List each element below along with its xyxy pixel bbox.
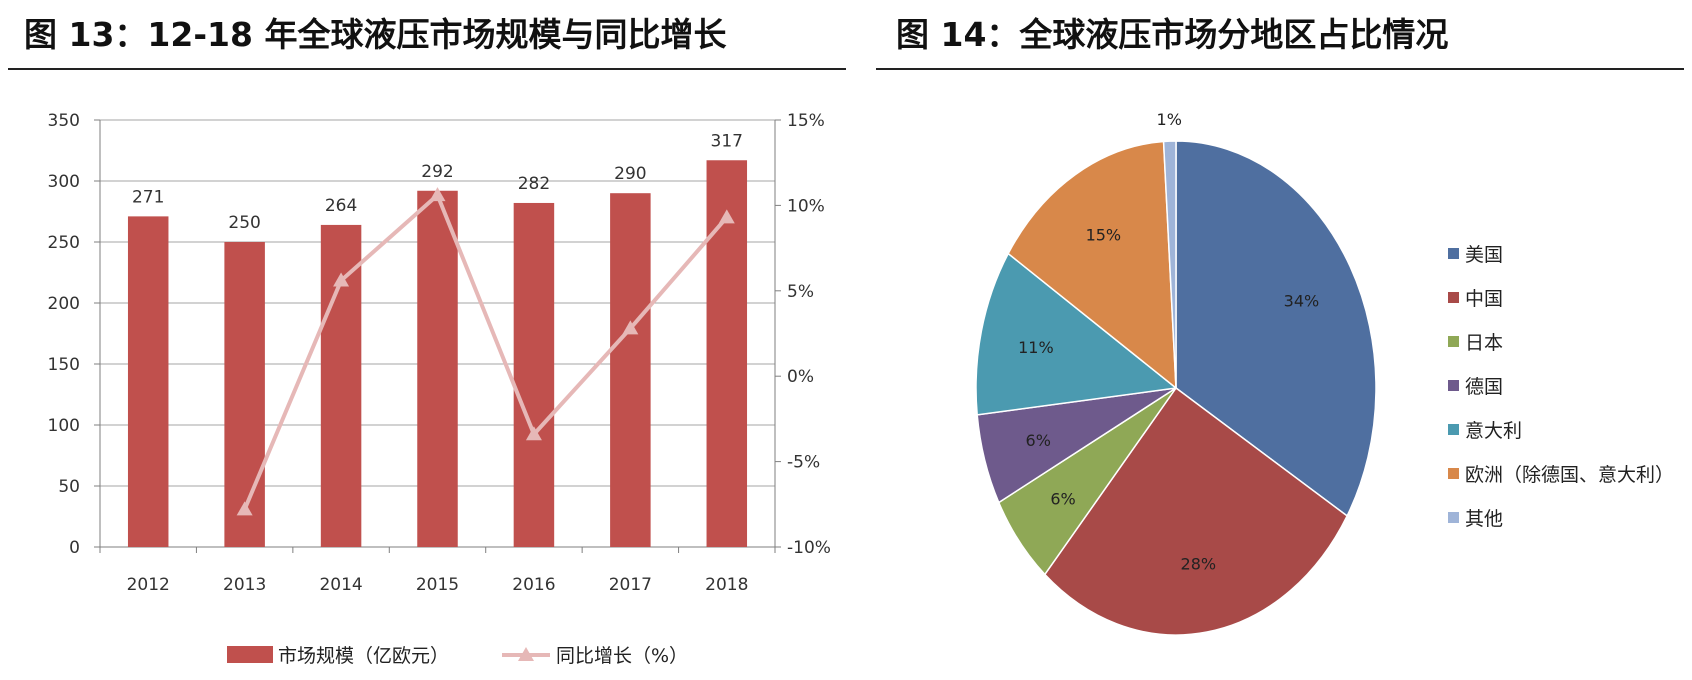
growth-line-path [242, 191, 729, 511]
pie-slice [975, 252, 1178, 416]
right-panel: 图 14：全球液压市场分地区占比情况 34% 28% 6% 6% 11% 15% 1% 美国… [876, 0, 1692, 680]
legend-label: 德国 [1465, 376, 1503, 398]
legend-swatch [1448, 336, 1459, 347]
growth-marker [429, 187, 446, 202]
bar [706, 160, 748, 547]
bar-data-label: 317 [711, 131, 743, 151]
legend-label: 欧洲（除德国、意大利） [1465, 464, 1674, 486]
legend-swatch [1448, 468, 1459, 479]
legend-label: 意大利 [1465, 420, 1522, 442]
pie-percent-label: 28% [1181, 555, 1217, 574]
y2-tick-label: 10% [787, 196, 825, 216]
pie-slice [1043, 386, 1349, 636]
tick-labels: 0 50 100 150 200 250 300 350 -10% -5% 0% 5% 10% 15% 20… [48, 111, 831, 595]
bar-data-label: 264 [325, 196, 357, 216]
legend-swatch [1448, 380, 1459, 391]
pie-labels: 34% 28% 6% 6% 11% 15% 1% [1018, 110, 1319, 574]
y2-tick-label: -10% [787, 538, 831, 558]
legend-swatch-marker [518, 647, 534, 661]
growth-marker [525, 426, 542, 441]
bar [417, 190, 458, 547]
y-tick-label: 200 [48, 294, 80, 314]
x-tick-label: 2015 [416, 575, 459, 595]
bar-data-label: 282 [518, 174, 550, 194]
pie-percent-label: 15% [1086, 225, 1122, 244]
bar-data-label: 250 [228, 213, 260, 233]
growth-marker [333, 272, 350, 287]
legend-label-line: 同比增长（%） [556, 645, 688, 667]
y2-tick-label: 0% [787, 367, 814, 387]
legend-swatch [1448, 512, 1459, 523]
figure-13-title: 图 13：12-18 年全球液压市场规模与同比增长 [24, 15, 727, 54]
x-tick-label: 2014 [319, 575, 362, 595]
bar [513, 202, 555, 547]
y-tick-label: 150 [48, 355, 80, 375]
y-tick-label: 50 [58, 477, 80, 497]
x-tick-label: 2013 [223, 575, 266, 595]
bar [224, 242, 265, 547]
bar-data-label: 271 [132, 187, 164, 207]
data-labels: 271 250 264 292 282 290 317 [132, 131, 743, 233]
pie-percent-label: 6% [1026, 431, 1051, 450]
x-tick-label: 2017 [609, 575, 652, 595]
pie-slices [975, 140, 1377, 636]
legend-label: 日本 [1465, 332, 1503, 354]
pie-percent-label: 6% [1050, 489, 1075, 508]
pie-slice [1175, 140, 1377, 518]
x-tick-label: 2016 [512, 575, 555, 595]
growth-marker [718, 209, 735, 224]
legend-label: 美国 [1465, 244, 1503, 266]
growth-marker [622, 320, 639, 335]
y-tick-label: 0 [69, 538, 80, 558]
pie-percent-label: 11% [1018, 338, 1054, 357]
left-panel: 图 13：12-18 年全球液压市场规模与同比增长 271 250 264 292 28… [8, 15, 846, 667]
y2-tick-label: 15% [787, 111, 825, 131]
axes [94, 119, 781, 553]
y-tick-label: 250 [48, 233, 80, 253]
pie-slice [1162, 140, 1177, 389]
legend-label: 其他 [1465, 508, 1503, 530]
bar-data-label: 290 [614, 164, 646, 184]
bar-data-label: 292 [421, 162, 453, 182]
growth-line [236, 187, 735, 516]
bar [610, 193, 651, 547]
y-tick-label: 300 [48, 172, 80, 192]
pie-percent-label: 34% [1284, 292, 1320, 311]
region-share-pie-chart: 34% 28% 6% 6% 11% 15% 1% 美国中国日本德国意大利欧洲（除德国、意大利… [975, 110, 1674, 636]
bar [127, 216, 169, 547]
pie-percent-label: 1% [1157, 110, 1182, 129]
y-tick-label: 350 [48, 111, 80, 131]
growth-marker [236, 501, 253, 516]
legend-label: 中国 [1465, 288, 1503, 310]
y2-tick-label: -5% [787, 453, 820, 473]
x-tick-label: 2018 [705, 575, 748, 595]
title-rule [8, 68, 846, 70]
x-tick-label: 2012 [127, 575, 170, 595]
legend-swatch [1448, 248, 1459, 259]
legend-swatch [1448, 424, 1459, 435]
legend-swatch-bar [227, 646, 273, 663]
pie-slice [1007, 140, 1177, 390]
bars [127, 160, 748, 548]
title-rule [876, 68, 1684, 70]
legend: 市场规模（亿欧元） 同比增长（%） [227, 645, 688, 667]
figure-14-title: 图 14：全球液压市场分地区占比情况 [896, 15, 1449, 54]
y2-tick-label: 5% [787, 282, 814, 302]
market-size-growth-chart: 271 250 264 292 282 290 317 0 50 100 150 200 250 300… [48, 111, 831, 667]
legend-swatch [1448, 292, 1459, 303]
legend-label-bar: 市场规模（亿欧元） [278, 645, 449, 667]
y-tick-label: 100 [48, 416, 80, 436]
